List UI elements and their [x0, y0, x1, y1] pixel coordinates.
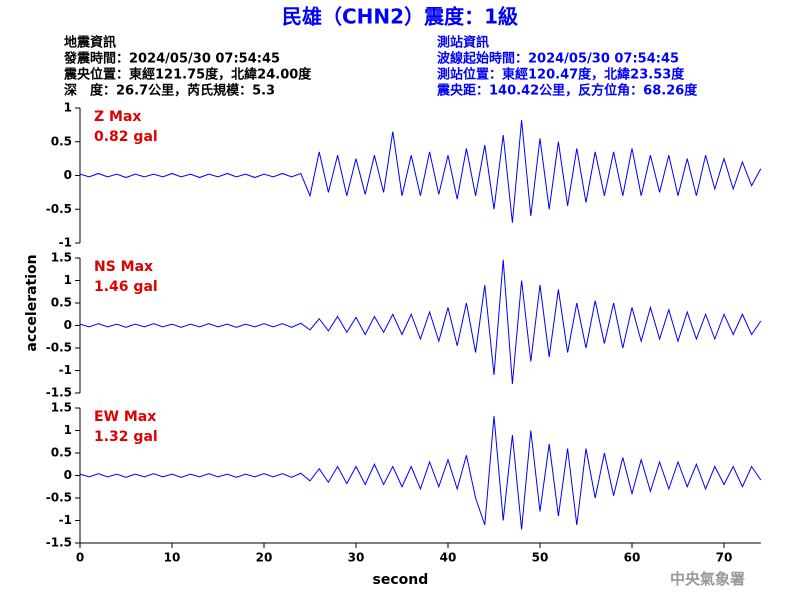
y-tick-label: -0.5 — [46, 341, 72, 355]
y-tick-label: -0.5 — [46, 491, 72, 505]
footer: 中央氣象署 — [670, 570, 745, 588]
info-left: 地震資訊 — [64, 35, 116, 51]
x-tick-label: 60 — [624, 551, 641, 565]
y-tick-label: -1.5 — [46, 386, 72, 400]
x-tick-label: 50 — [532, 551, 549, 565]
x-tick-label: 70 — [716, 551, 733, 565]
info-right: 波線起始時間：2024/05/30 07:54:45 — [437, 51, 679, 67]
y-axis-label: acceleration — [24, 254, 40, 351]
waveform — [79, 259, 762, 385]
y-tick-label: 0.5 — [51, 134, 72, 148]
waveform — [79, 120, 762, 223]
x-tick-label: 20 — [256, 551, 273, 565]
max-value: 0.82 gal — [94, 129, 158, 145]
y-tick-label: -1 — [59, 513, 72, 527]
max-value: 1.46 gal — [94, 279, 158, 295]
x-axis-label: second — [373, 572, 429, 588]
info-left: 發震時間：2024/05/30 07:54:45 — [63, 51, 280, 67]
y-tick-label: -1 — [59, 363, 72, 377]
y-tick-label: 0 — [64, 168, 72, 182]
y-tick-label: -1.5 — [46, 536, 72, 550]
y-tick-label: -0.5 — [46, 202, 72, 216]
waveform — [79, 416, 762, 530]
y-tick-label: -1 — [59, 236, 72, 250]
info-left: 深 度：26.7公里，芮氏規模：5.3 — [64, 83, 275, 99]
info-left: 震央位置：東經121.75度，北緯24.00度 — [63, 67, 312, 83]
info-right: 震央距：140.42公里，反方位角：68.26度 — [436, 83, 698, 99]
y-tick-label: 1 — [64, 273, 72, 287]
max-label: NS Max — [94, 259, 153, 275]
x-tick-label: 10 — [164, 551, 181, 565]
y-tick-label: 1.5 — [51, 251, 72, 265]
x-tick-label: 0 — [76, 551, 84, 565]
info-right: 測站資訊 — [437, 35, 489, 51]
title: 民雄（CHN2）震度：1級 — [282, 5, 518, 29]
max-label: EW Max — [94, 409, 156, 425]
y-tick-label: 0.5 — [51, 296, 72, 310]
max-label: Z Max — [94, 109, 141, 125]
y-tick-label: 0 — [64, 318, 72, 332]
info-right: 測站位置：東經120.47度，北緯23.53度 — [437, 67, 685, 83]
y-tick-label: 1 — [64, 423, 72, 437]
x-tick-label: 40 — [440, 551, 457, 565]
y-tick-label: 1.5 — [51, 401, 72, 415]
y-tick-label: 1 — [64, 101, 72, 115]
x-tick-label: 30 — [348, 551, 365, 565]
max-value: 1.32 gal — [94, 429, 158, 445]
y-tick-label: 0 — [64, 468, 72, 482]
y-tick-label: 0.5 — [51, 446, 72, 460]
